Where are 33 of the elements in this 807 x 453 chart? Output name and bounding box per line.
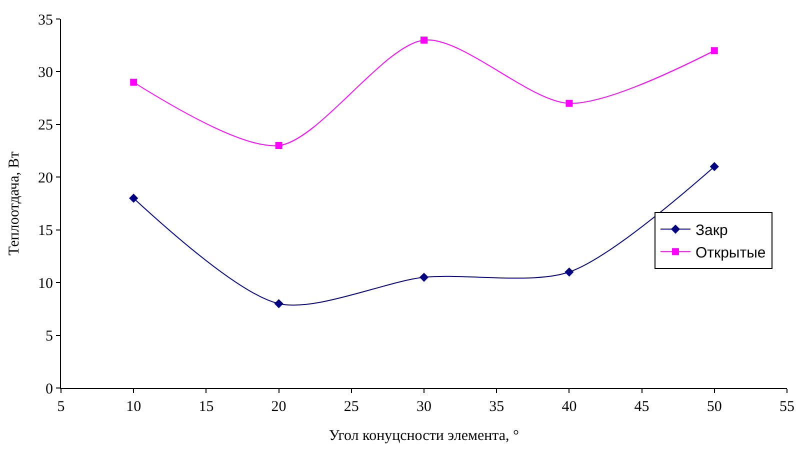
x-tick-label: 15 bbox=[198, 399, 214, 415]
y-tick-label: 5 bbox=[46, 328, 53, 345]
y-tick-label: 20 bbox=[38, 170, 53, 186]
x-tick-label: 20 bbox=[271, 399, 286, 415]
point bbox=[710, 162, 719, 172]
y-axis-title: Теплоотдача, Вт bbox=[6, 151, 22, 256]
y-tick-label: 25 bbox=[38, 118, 53, 134]
x-tick-label: 5 bbox=[57, 399, 65, 415]
legend-label: Закр bbox=[695, 222, 728, 239]
x-tick-label: 30 bbox=[416, 399, 432, 415]
x-tick-label: 25 bbox=[344, 399, 359, 415]
point bbox=[420, 36, 428, 44]
x-tick-label: 10 bbox=[126, 399, 142, 415]
point bbox=[566, 100, 573, 107]
y-tick-label: 30 bbox=[38, 64, 53, 81]
x-tick-label: 55 bbox=[780, 399, 794, 415]
point bbox=[274, 299, 284, 308]
legend-label: Открытые bbox=[695, 244, 766, 262]
x-tick-label: 50 bbox=[706, 399, 722, 415]
x-axis-title: Угол конуцсности элемента, ° bbox=[328, 428, 520, 444]
point bbox=[419, 272, 429, 282]
point bbox=[129, 194, 138, 203]
y-tick-label: 35 bbox=[38, 12, 53, 28]
x-tick-label: 45 bbox=[634, 399, 650, 415]
point bbox=[710, 47, 718, 54]
x-tick-label: 40 bbox=[562, 399, 577, 415]
y-tick-label: 0 bbox=[46, 381, 53, 398]
y-tick-label: 10 bbox=[38, 276, 53, 292]
x-tick-label: 35 bbox=[489, 399, 504, 415]
point bbox=[130, 78, 138, 86]
point bbox=[564, 267, 574, 277]
y-tick-label: 15 bbox=[38, 223, 53, 240]
point bbox=[275, 142, 282, 150]
